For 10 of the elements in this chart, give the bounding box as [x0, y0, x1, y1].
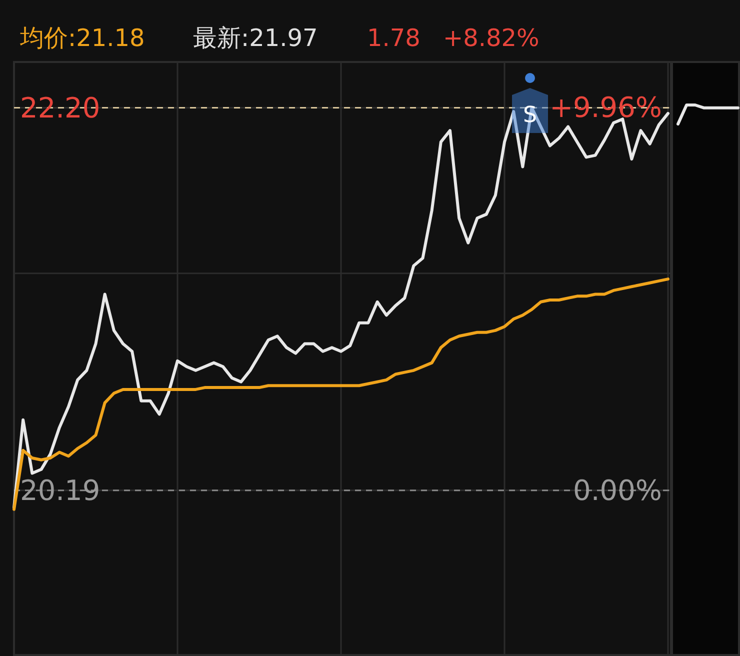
text: 1.78 — [367, 24, 420, 52]
text: 最新:21.97 — [193, 24, 318, 52]
y-tick-label: 20.19 — [20, 474, 100, 508]
y-tick-label: 22.20 — [20, 91, 100, 124]
y2-tick-label: +9.96% — [550, 91, 662, 124]
annotation: S — [523, 103, 537, 128]
line-series — [12, 278, 670, 511]
y2-tick-label: 0.00% — [573, 474, 662, 508]
text: 均价:21.18 — [19, 24, 145, 52]
text: +8.82% — [443, 24, 540, 52]
